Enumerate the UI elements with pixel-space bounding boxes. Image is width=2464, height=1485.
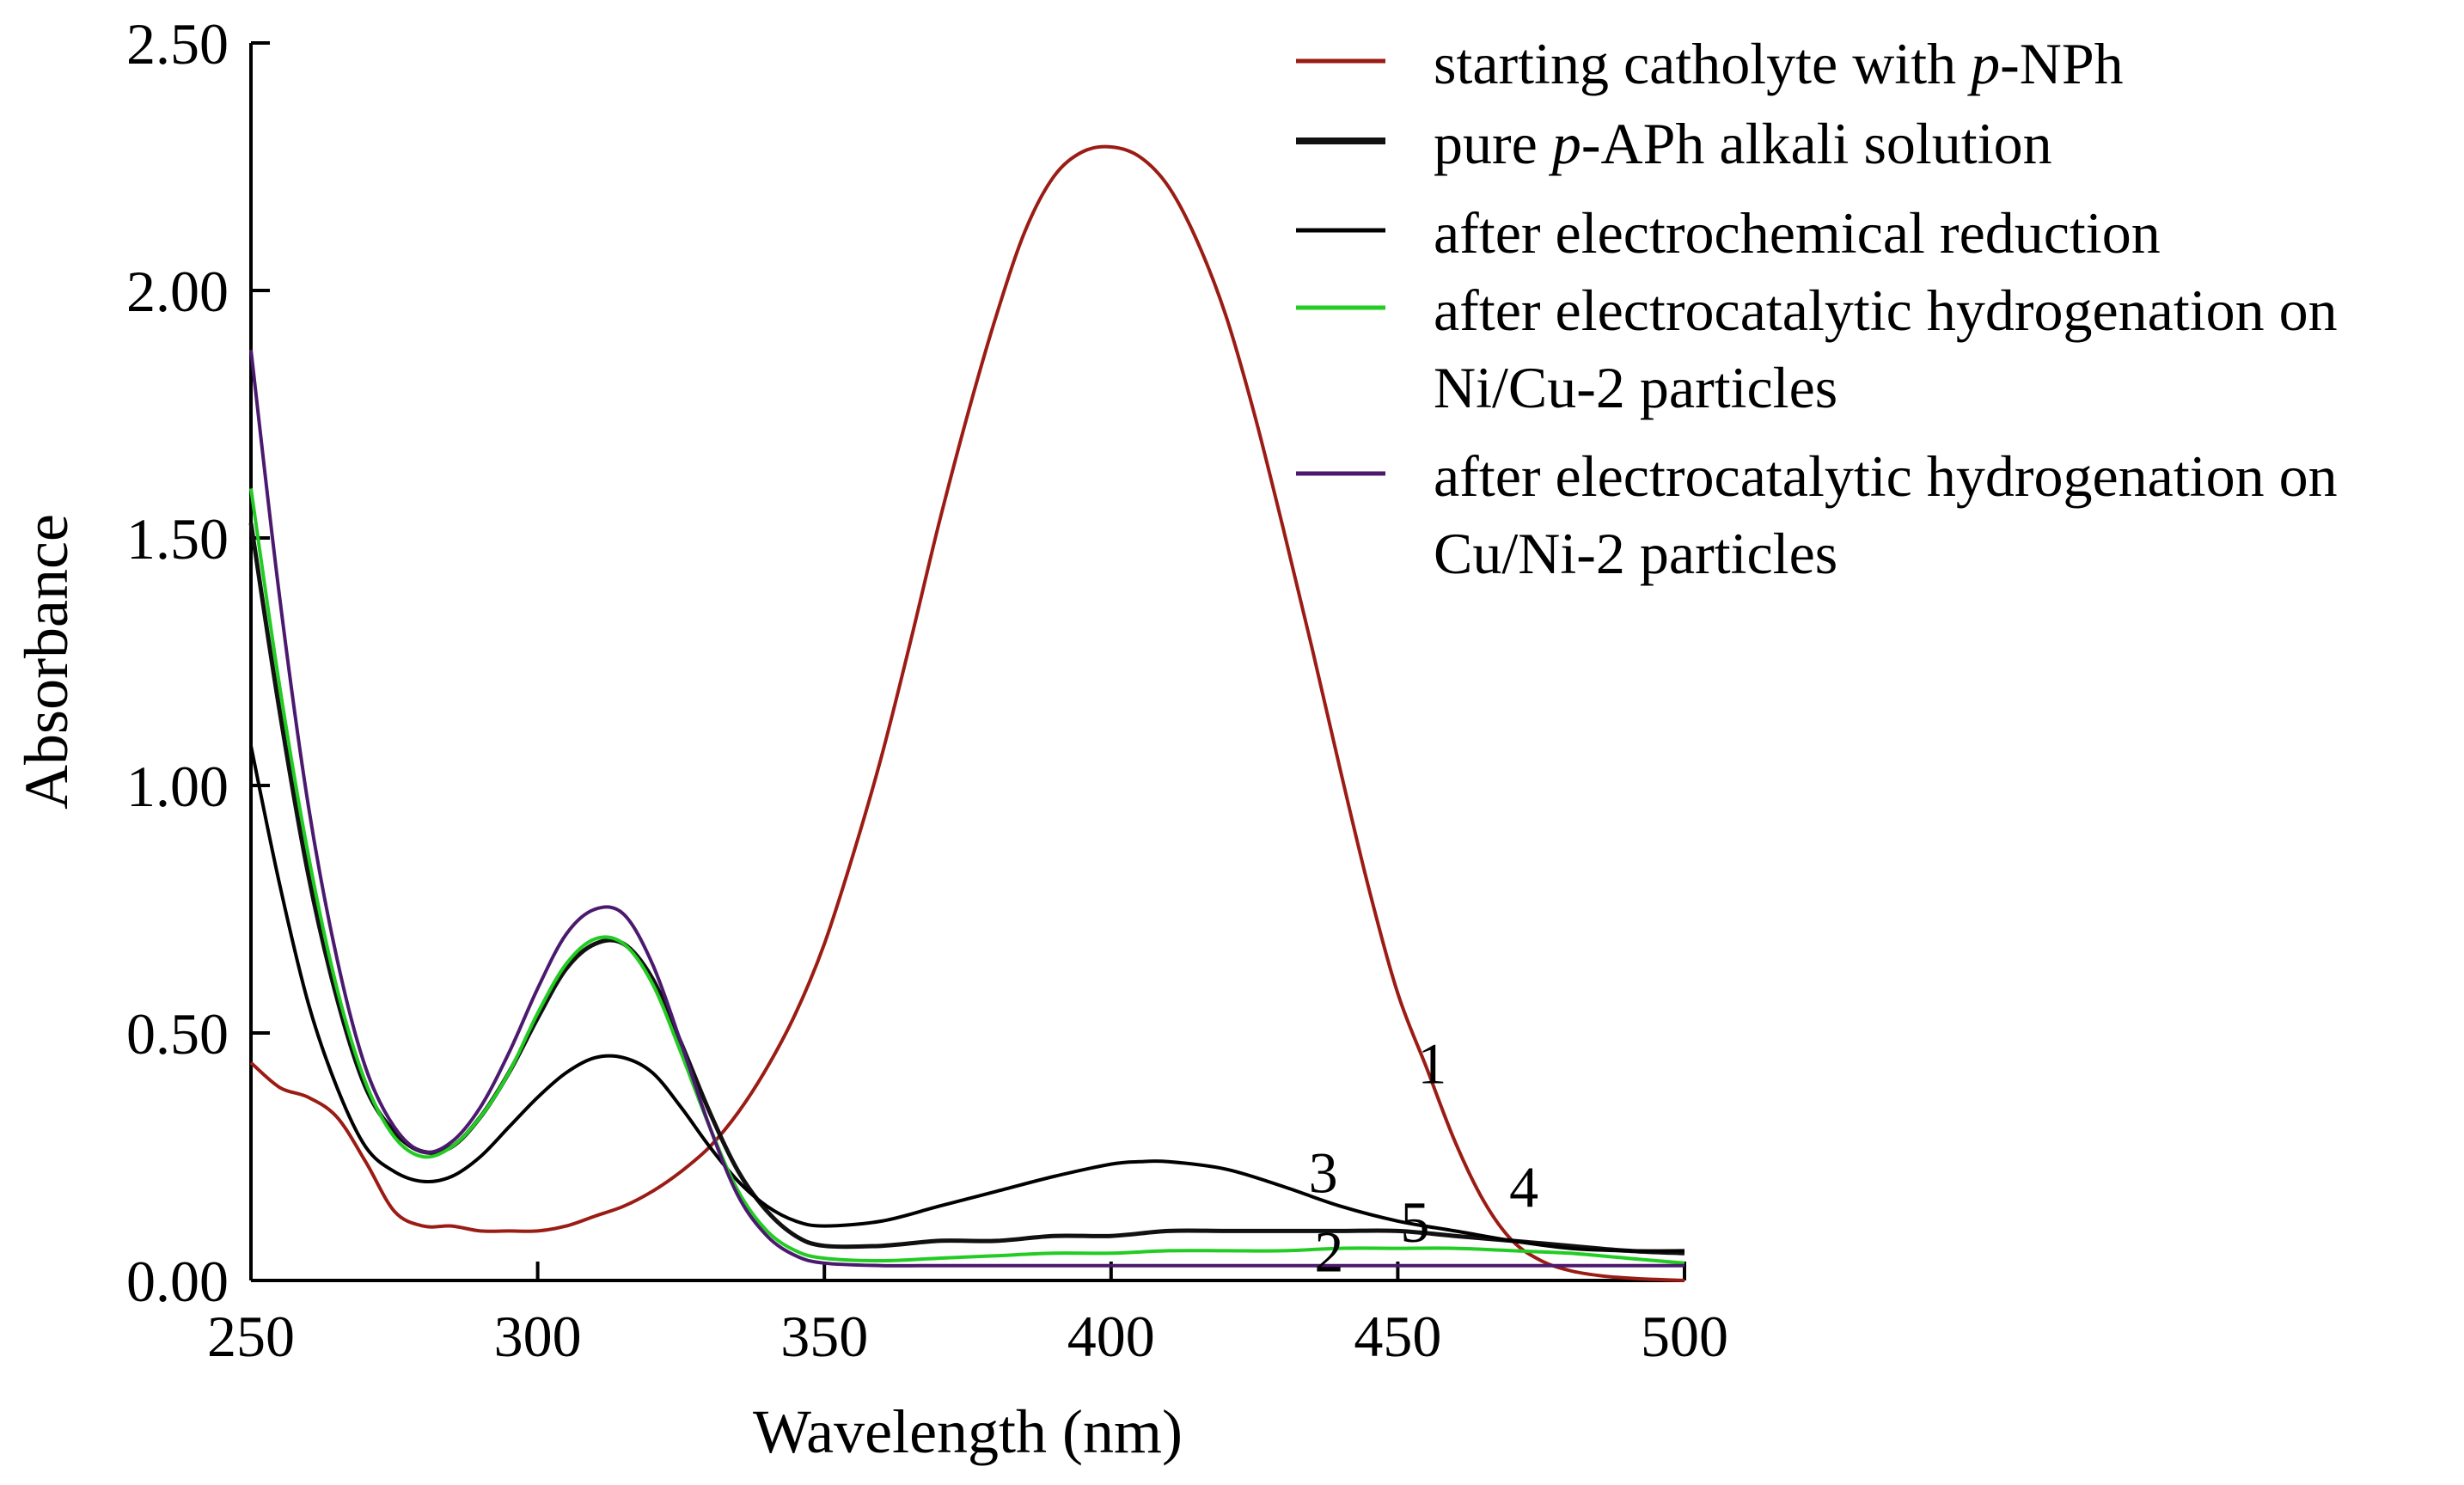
- curve-numbers: 1 2 3 4 5: [1309, 1031, 1539, 1285]
- curve-number-3: 3: [1309, 1140, 1338, 1205]
- legend-label-text: after electrochemical reduction: [1434, 200, 2161, 266]
- y-tick-label: 2.00: [126, 259, 229, 324]
- legend-label-text: pure: [1434, 111, 1552, 176]
- y-tick-label: 1.50: [126, 506, 229, 571]
- legend-label-1: starting catholyte with p-NPh: [1434, 31, 2124, 96]
- x-tick-label: 300: [494, 1304, 582, 1369]
- y-tick-label: 0.00: [126, 1249, 229, 1314]
- legend-label-suffix: -APh alkali solution: [1581, 111, 2052, 176]
- series-line-2: [248, 522, 1685, 1256]
- series-line-1: [249, 144, 1685, 1282]
- x-tick-label: 400: [1067, 1304, 1155, 1369]
- x-tick-label: 500: [1641, 1304, 1728, 1369]
- curve-number-2: 2: [1314, 1219, 1343, 1284]
- x-tick-label: 250: [207, 1304, 295, 1369]
- legend-label-5-line2: Cu/Ni-2 particles: [1434, 521, 1837, 586]
- legend-label-5: after electrocatalytic hydrogenation on: [1434, 443, 2338, 509]
- legend-label-text: after electrocatalytic hydrogenation on: [1434, 278, 2338, 343]
- curve-number-4: 4: [1509, 1155, 1538, 1220]
- legend-label-2: pure p-APh alkali solution: [1434, 111, 2052, 176]
- legend-label-3: after electrochemical reduction: [1434, 200, 2161, 266]
- axes: 250 300 350 400 450 500 0.00 0.50 1.00 1.50 2.00 2…: [126, 11, 1728, 1369]
- legend-label-italic: p: [1549, 111, 1581, 176]
- curve-number-1: 1: [1417, 1031, 1446, 1097]
- x-ticks: 250 300 350 400 450 500: [207, 1262, 1728, 1369]
- series-layer: [248, 144, 1685, 1282]
- x-tick-label: 350: [780, 1304, 868, 1369]
- y-tick-label: 1.00: [126, 754, 229, 819]
- x-axis-title: Wavelength (nm): [753, 1397, 1183, 1466]
- legend-label-4: after electrocatalytic hydrogenation on: [1434, 278, 2338, 343]
- legend-label-suffix: -NPh: [2000, 31, 2124, 96]
- series-line-4: [249, 488, 1685, 1265]
- legend-label-text: starting catholyte with: [1434, 31, 1971, 96]
- curve-number-5: 5: [1400, 1189, 1429, 1255]
- y-axis-title: Absorbance: [12, 514, 81, 810]
- y-tick-label: 0.50: [126, 1001, 229, 1066]
- legend-label-4-line2: Ni/Cu-2 particles: [1434, 355, 1837, 420]
- y-ticks: 0.00 0.50 1.00 1.50 2.00 2.50: [126, 11, 270, 1314]
- legend-label-text: after electrocatalytic hydrogenation on: [1434, 443, 2338, 509]
- series-line-5: [249, 349, 1684, 1268]
- x-tick-label: 450: [1354, 1304, 1441, 1369]
- series-line-3: [249, 745, 1685, 1253]
- legend-label-italic: p: [1967, 31, 2000, 96]
- y-tick-label: 2.50: [126, 11, 229, 76]
